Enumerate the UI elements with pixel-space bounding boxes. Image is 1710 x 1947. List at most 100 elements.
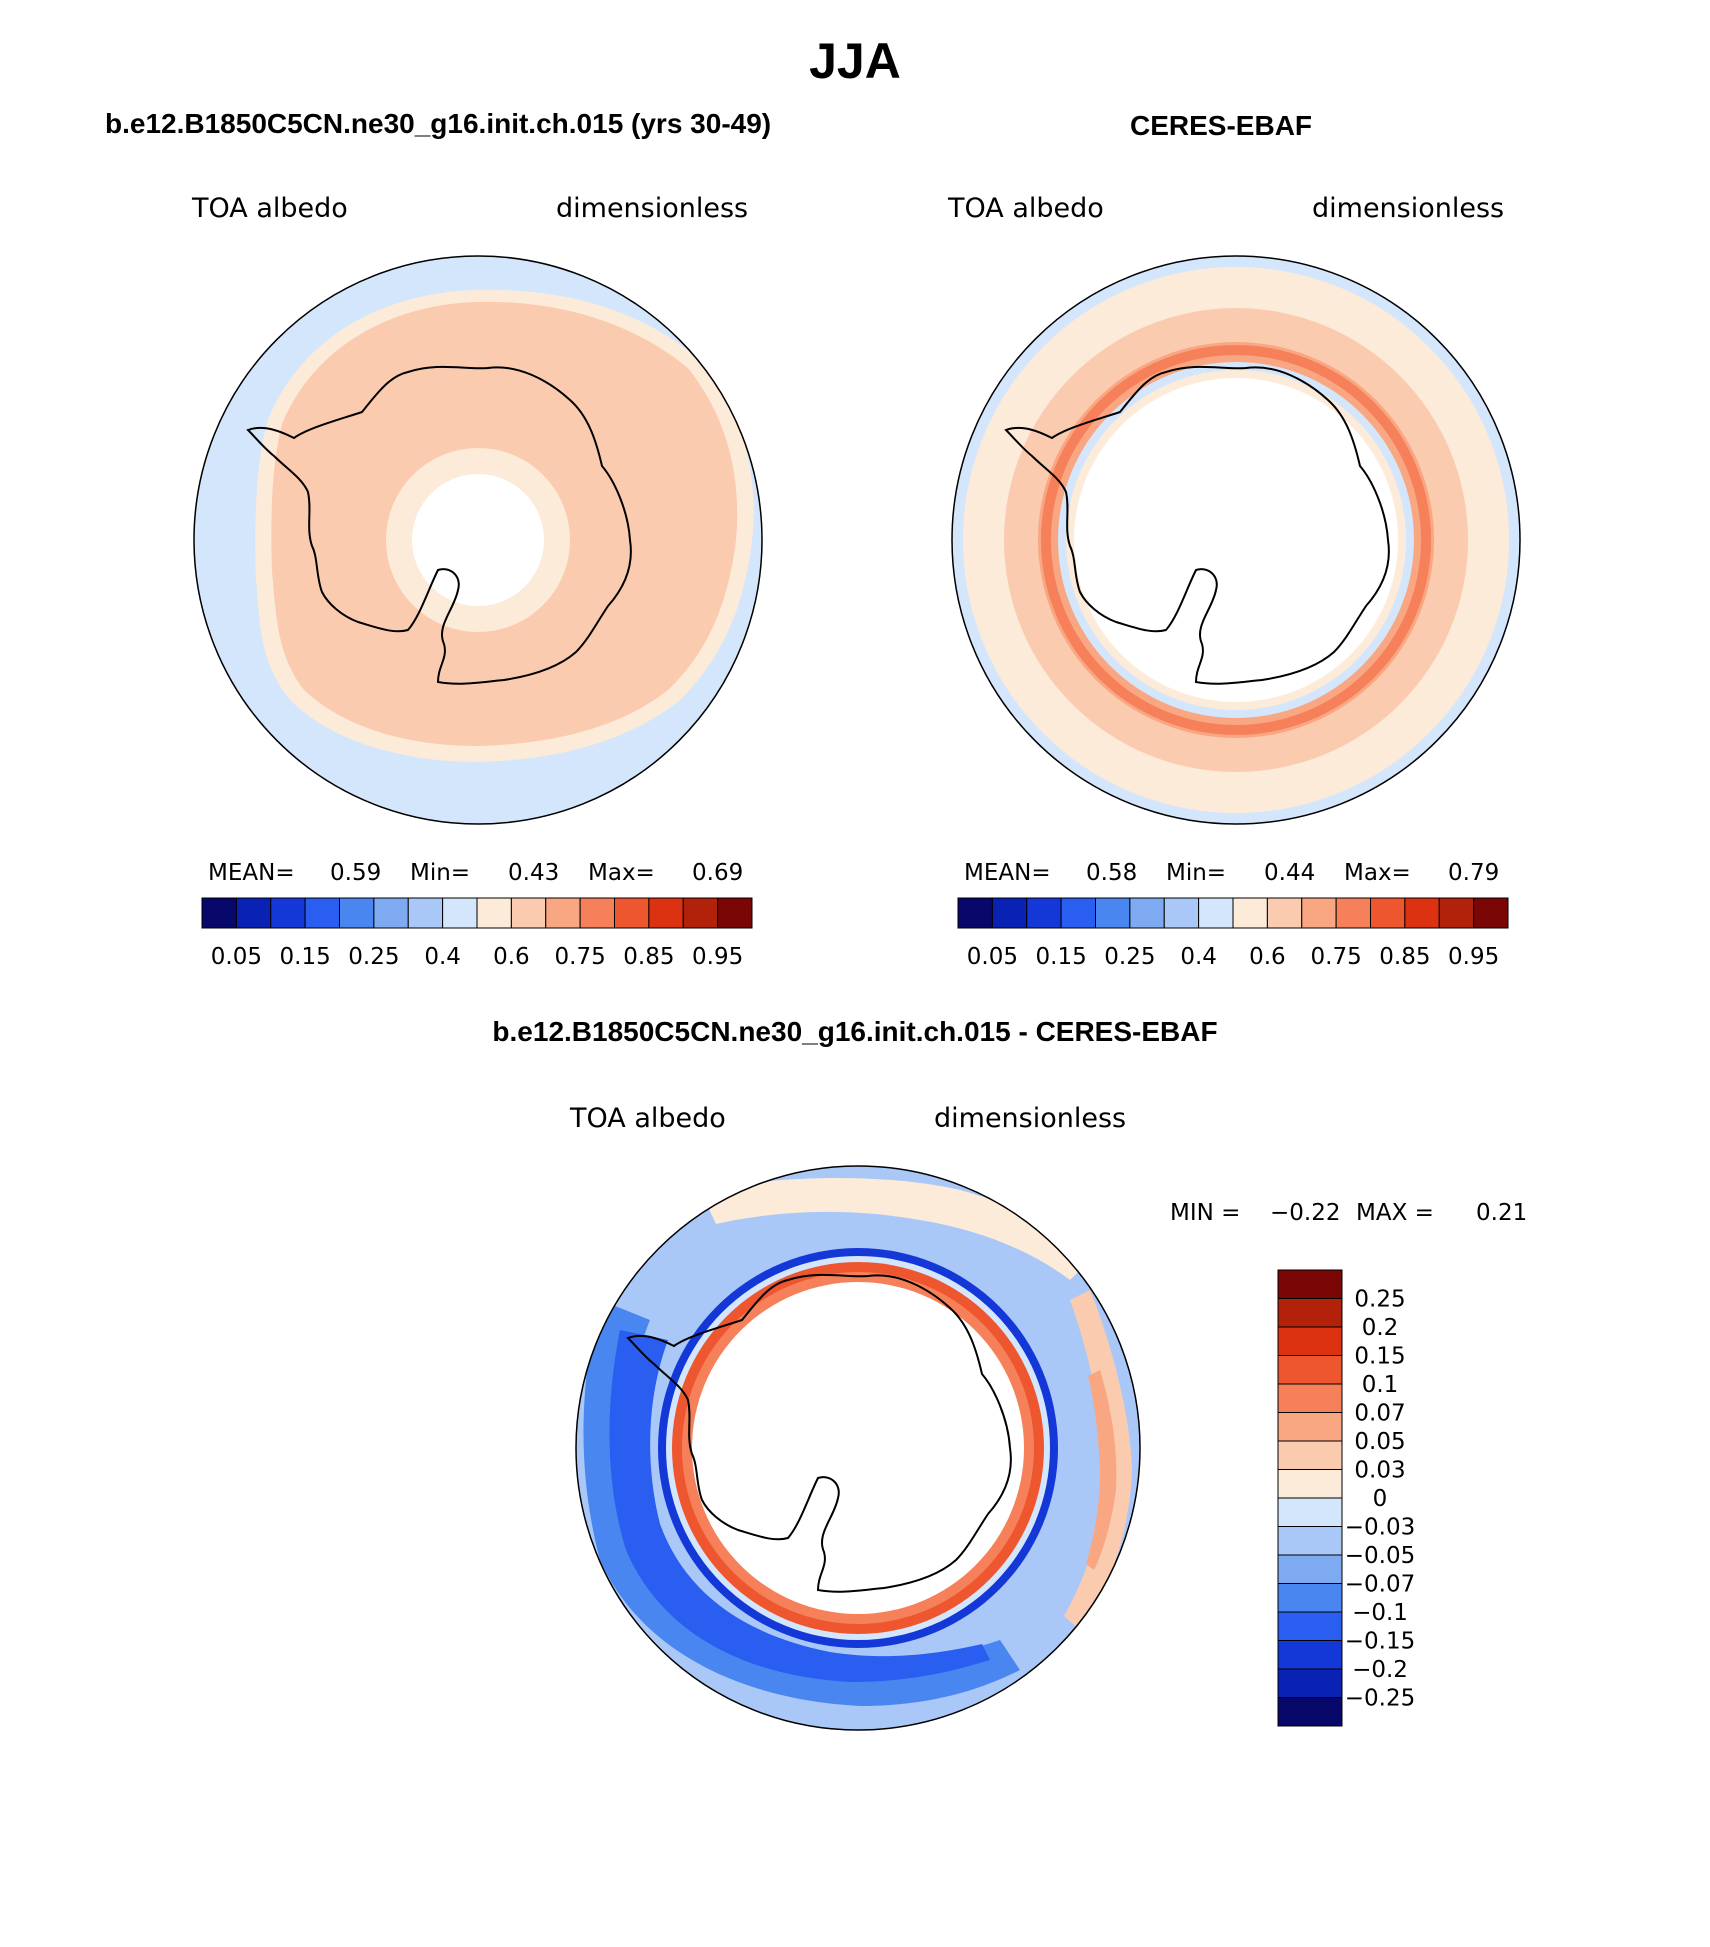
panel2-colorbar-box <box>1438 897 1475 929</box>
panel2-colorbar-box <box>1060 897 1096 929</box>
panel1-min-label: Min= <box>410 860 471 886</box>
panel2-colorbar-box <box>991 897 1028 929</box>
panel1-colorbar-tick-label: 0.75 <box>555 944 606 970</box>
panel2-colorbar: 0.05 0.15 0.25 0.4 0.6 0.75 0.85 0.95 <box>957 897 1509 970</box>
panel1-colorbar-box <box>510 897 547 929</box>
diff-colorbar-tick-label: 0 <box>1373 1486 1388 1512</box>
panel2-colorbar-box <box>1095 897 1131 929</box>
diff-colorbar-box <box>1277 1554 1343 1584</box>
panel2-colorbar-tick-label: 0.25 <box>1104 944 1155 970</box>
panel2-colorbar-box <box>1473 897 1509 929</box>
panel2-min-label: Min= <box>1166 860 1227 886</box>
panel2-case-title: CERES-EBAF <box>1130 110 1313 141</box>
diff-colorbar-box <box>1277 1298 1343 1328</box>
panel1-mean-value: 0.59 <box>330 860 382 886</box>
diff-colorbar-tick-label: −0.07 <box>1345 1572 1415 1598</box>
diff-case-title: b.e12.B1850C5CN.ne30_g16.init.ch.015 - C… <box>492 1016 1218 1047</box>
panel2-no-data <box>1074 378 1398 702</box>
diff-colorbar-tick-label: 0.07 <box>1354 1401 1405 1427</box>
diff-positive-patch-east <box>1064 1290 1132 1630</box>
diff-colorbar-box <box>1277 1611 1343 1641</box>
diff-units: dimensionless <box>934 1103 1127 1134</box>
panel1-colorbar-tick-label: 0.25 <box>348 944 399 970</box>
diff-negative-arc-core <box>609 1330 990 1682</box>
diff-colorbar-box <box>1277 1269 1343 1299</box>
panel2-colorbar-box <box>1301 897 1337 929</box>
panel2-colorbar-tick-label: 0.85 <box>1379 944 1430 970</box>
diff-colorbar-tick-label: −0.2 <box>1352 1657 1408 1683</box>
panel2-map <box>952 256 1520 824</box>
diff-no-data <box>692 1282 1024 1614</box>
panel2-colorbar-tick-label: 0.6 <box>1249 944 1286 970</box>
panel1-colorbar-tick-label: 0.15 <box>280 944 331 970</box>
panel1-colorbar-box <box>614 897 650 929</box>
diff-positive-patch-east-core <box>1086 1370 1117 1570</box>
panel1-colorbar-tick-label: 0.4 <box>424 944 461 970</box>
diff-colorbar-box <box>1277 1526 1343 1556</box>
diff-colorbar-tick-label: −0.25 <box>1345 1686 1415 1712</box>
diff-map <box>576 1166 1140 1730</box>
diff-colorbar-tick-label: −0.03 <box>1345 1515 1415 1541</box>
panel1-colorbar-tick-label: 0.6 <box>493 944 530 970</box>
panel2-colorbar-tick-label: 0.15 <box>1036 944 1087 970</box>
panel1-colorbar-box <box>201 897 237 929</box>
diff-colorbar-tick-label: 0.1 <box>1362 1372 1399 1398</box>
diff-colorbar-tick-label: −0.15 <box>1345 1629 1415 1655</box>
panel2-mean-value: 0.58 <box>1086 860 1138 886</box>
panel2-colorbar-box <box>957 897 993 929</box>
panel2-peak-ring <box>1041 345 1431 735</box>
panel1-colorbar-box <box>545 897 581 929</box>
panel1-no-data <box>412 474 544 606</box>
panel1-variable: TOA albedo <box>192 193 348 224</box>
diff-max-label: MAX = <box>1356 1200 1434 1226</box>
diff-colorbar-box <box>1277 1497 1343 1527</box>
panel1-colorbar-box <box>407 897 444 929</box>
panel1-map-border <box>193 255 763 825</box>
diff-colorbar-tick-label: 0.15 <box>1354 1344 1405 1370</box>
panel2-colorbar-box <box>1026 897 1062 929</box>
panel1-colorbar-tick-label: 0.05 <box>211 944 262 970</box>
panel1-colorbar-tick-label: 0.95 <box>692 944 743 970</box>
panel1-mean-label: MEAN= <box>208 860 295 886</box>
diff-colorbar-box <box>1277 1412 1343 1442</box>
panel1-colorbar-box <box>270 897 306 929</box>
diff-colorbar-box <box>1277 1355 1343 1385</box>
diff-colorbar-box <box>1277 1668 1343 1698</box>
panel2-units: dimensionless <box>1312 193 1505 224</box>
panel2-colorbar-box <box>1232 897 1268 929</box>
diff-colorbar: 0.250.2 0.150.1 0.070.05 0.030 −0.03−0.05 −0.… <box>1277 1269 1415 1727</box>
diff-colorbar-box <box>1277 1697 1343 1727</box>
panel1-colorbar-box <box>579 897 615 929</box>
panel2-max-value: 0.79 <box>1448 860 1500 886</box>
panel1-units: dimensionless <box>556 193 749 224</box>
diff-colorbar-box <box>1277 1640 1343 1670</box>
panel2-colorbar-tick-label: 0.05 <box>967 944 1018 970</box>
panel1-colorbar-box <box>442 897 478 929</box>
panel1-colorbar-box <box>476 897 512 929</box>
panel2-variable: TOA albedo <box>948 193 1104 224</box>
panel2-colorbar-box <box>1404 897 1440 929</box>
panel1-colorbar-box <box>682 897 719 929</box>
diff-colorbar-tick-label: 0.03 <box>1354 1458 1405 1484</box>
diff-colorbar-tick-label: 0.2 <box>1362 1315 1399 1341</box>
diff-colorbar-tick-label: 0.05 <box>1354 1429 1405 1455</box>
diff-colorbar-box <box>1277 1469 1343 1499</box>
diff-map-border <box>575 1165 1141 1731</box>
panel2-mean-label: MEAN= <box>964 860 1051 886</box>
panel2-colorbar-box <box>1335 897 1371 929</box>
panel1-colorbar: 0.05 0.15 0.25 0.4 0.6 0.75 0.85 0.95 <box>201 897 753 970</box>
panel1-case-title: b.e12.B1850C5CN.ne30_g16.init.ch.015 (yr… <box>105 108 772 139</box>
panel2-colorbar-box <box>1370 897 1406 929</box>
panel1-colorbar-box <box>339 897 375 929</box>
panel1-max-value: 0.69 <box>692 860 744 886</box>
panel2-colorbar-box <box>1266 897 1303 929</box>
panel2-colorbar-box <box>1129 897 1165 929</box>
panel1-colorbar-box <box>717 897 753 929</box>
diff-colorbar-box <box>1277 1583 1343 1613</box>
panel2-max-label: Max= <box>1344 860 1411 886</box>
panel2-colorbar-tick-label: 0.4 <box>1180 944 1217 970</box>
panel1-colorbar-box <box>235 897 272 929</box>
diff-colorbar-tick-label: −0.1 <box>1352 1600 1408 1626</box>
panel2-map-border <box>951 255 1521 825</box>
